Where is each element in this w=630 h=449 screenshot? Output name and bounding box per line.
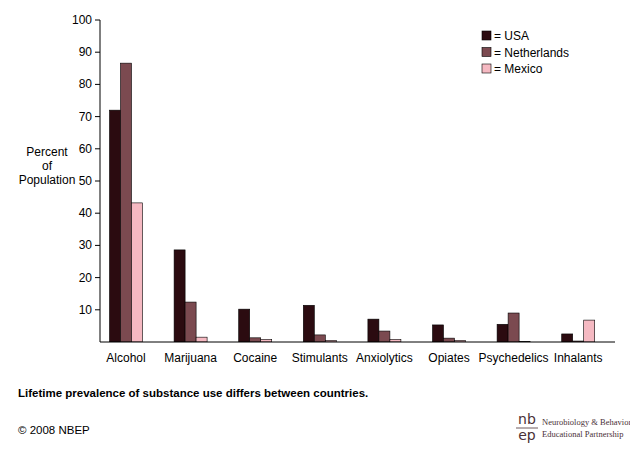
y-tick bbox=[95, 213, 100, 214]
bar bbox=[132, 203, 143, 342]
bar bbox=[196, 337, 207, 342]
x-tick-label: Cocaine bbox=[233, 351, 277, 365]
bar bbox=[368, 319, 379, 342]
bar bbox=[584, 320, 595, 342]
y-axis-label: PercentofPopulation bbox=[19, 145, 76, 187]
y-tick-label: 40 bbox=[79, 206, 93, 220]
legend: = USA = Netherlands = Mexico bbox=[482, 29, 569, 76]
bar bbox=[508, 313, 519, 342]
x-tick-label: Psychedelics bbox=[479, 351, 549, 365]
logo-text: nb bbox=[518, 411, 536, 427]
y-tick bbox=[95, 181, 100, 182]
bar bbox=[185, 302, 196, 342]
legend-swatch bbox=[482, 64, 491, 73]
y-tick bbox=[95, 116, 100, 117]
caption: Lifetime prevalence of substance use dif… bbox=[18, 387, 368, 399]
bar bbox=[433, 325, 444, 342]
bar bbox=[303, 305, 314, 342]
y-tick bbox=[95, 309, 100, 310]
logo-text: ep bbox=[518, 427, 536, 443]
y-axis-label-line: Percent bbox=[26, 145, 68, 159]
y-tick bbox=[95, 20, 100, 21]
logo-text: Neurobiology & Behavior bbox=[542, 417, 630, 427]
bar bbox=[110, 110, 121, 342]
legend-swatch bbox=[482, 48, 491, 57]
y-tick-label: 60 bbox=[79, 142, 93, 156]
legend-swatch bbox=[482, 31, 491, 40]
bar bbox=[314, 335, 325, 342]
x-tick-label: Anxiolytics bbox=[356, 351, 413, 365]
bar bbox=[121, 63, 132, 342]
y-tick bbox=[95, 52, 100, 53]
y-tick-label: 80 bbox=[79, 77, 93, 91]
bar bbox=[444, 338, 455, 342]
x-tick-label: Alcohol bbox=[106, 351, 145, 365]
y-tick-label: 50 bbox=[79, 174, 93, 188]
bar bbox=[250, 338, 261, 342]
y-tick bbox=[95, 84, 100, 85]
bar bbox=[562, 334, 573, 342]
x-axis bbox=[100, 342, 615, 343]
chart: 10 20 30 40 50 60 70 80 90 100 Alcohol Marijuana Coc… bbox=[0, 0, 630, 449]
copyright: © 2008 NBEP bbox=[18, 424, 90, 436]
bar bbox=[174, 250, 185, 342]
background bbox=[0, 0, 630, 449]
y-tick-label: 30 bbox=[79, 238, 93, 252]
x-tick-label: Marijuana bbox=[164, 351, 217, 365]
y-axis-label-line: Population bbox=[19, 173, 76, 187]
y-tick-label: 20 bbox=[79, 271, 93, 285]
bar bbox=[497, 324, 508, 342]
y-tick-label: 10 bbox=[79, 303, 93, 317]
legend-label: = Netherlands bbox=[494, 46, 569, 60]
y-tick bbox=[95, 245, 100, 246]
bar bbox=[379, 331, 390, 342]
legend-label: = Mexico bbox=[494, 62, 543, 76]
x-tick-label: Inhalants bbox=[554, 351, 603, 365]
bars bbox=[110, 63, 595, 342]
y-tick-label: 70 bbox=[79, 110, 93, 124]
bar bbox=[239, 309, 250, 342]
y-axis-label-line: of bbox=[42, 159, 53, 173]
y-tick-label: 90 bbox=[79, 45, 93, 59]
x-tick-label: Opiates bbox=[428, 351, 469, 365]
x-tick-label: Stimulants bbox=[292, 351, 348, 365]
y-tick bbox=[95, 277, 100, 278]
logo-text: Educational Partnership bbox=[542, 429, 623, 439]
y-tick bbox=[95, 148, 100, 149]
legend-label: = USA bbox=[494, 29, 529, 43]
y-tick-label: 100 bbox=[72, 13, 92, 27]
